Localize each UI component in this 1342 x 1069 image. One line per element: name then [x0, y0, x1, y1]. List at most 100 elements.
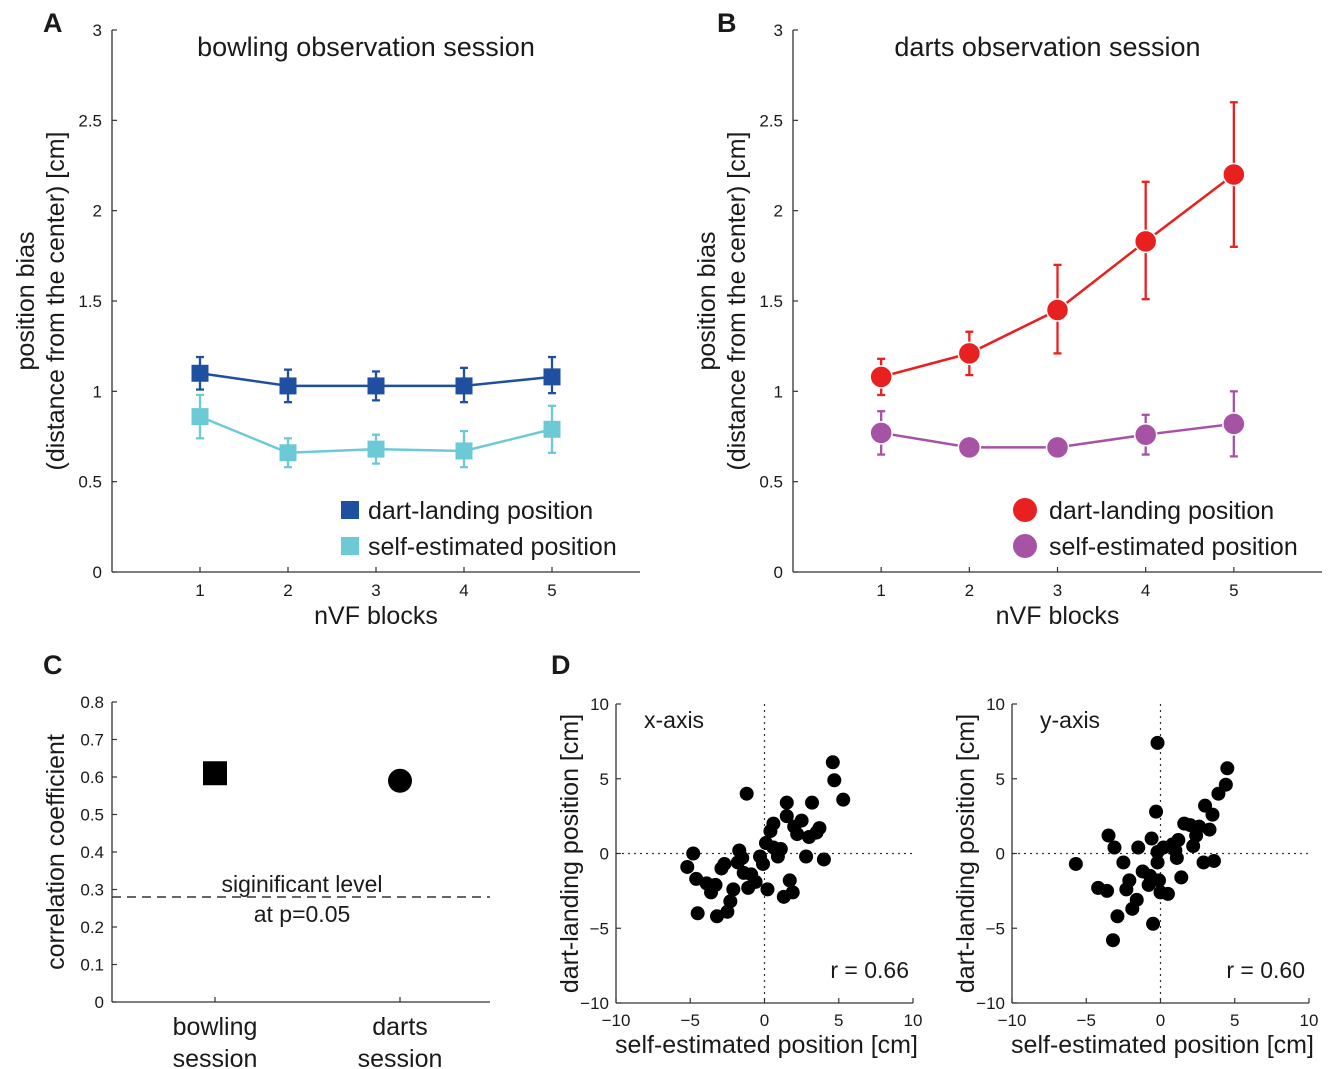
- data-point: [825, 755, 840, 770]
- y-tick-label: 0: [95, 993, 104, 1012]
- data-point: [455, 377, 473, 395]
- y-tick-label: 10: [986, 695, 1005, 714]
- data-point: [203, 761, 227, 786]
- data-point: [1206, 853, 1221, 868]
- legend-label: self-estimated position: [1049, 533, 1298, 561]
- y-axis-label-line-1: position bias: [12, 232, 40, 371]
- y-tick-label: 5: [600, 770, 609, 789]
- data-point: [1100, 883, 1115, 898]
- legend-marker: [1013, 534, 1037, 558]
- y-tick-label: 1.5: [759, 292, 783, 311]
- data-point: [1152, 873, 1167, 888]
- data-point: [1122, 873, 1137, 888]
- data-point: [1150, 735, 1165, 750]
- data-point: [1105, 933, 1120, 948]
- legend-label: dart-landing position: [1049, 497, 1274, 525]
- y-tick-label: −5: [986, 919, 1005, 938]
- threshold-label-line-2: at p=0.05: [254, 901, 351, 927]
- y-axis-label: dart-landing position [cm]: [556, 714, 584, 993]
- data-point: [805, 795, 820, 810]
- data-point: [790, 827, 805, 842]
- chart-title: bowling observation session: [197, 32, 535, 62]
- correlation-annotation: r = 0.60: [1226, 957, 1305, 983]
- data-point: [957, 341, 982, 366]
- y-tick-label: 0.1: [80, 956, 104, 975]
- panel-letter-c: C: [43, 650, 63, 680]
- y-tick-label: −10: [976, 994, 1005, 1013]
- data-point: [1129, 892, 1144, 907]
- x-tick-label: 1: [195, 581, 204, 600]
- data-point: [367, 440, 385, 458]
- data-point: [1149, 804, 1164, 819]
- x-tick-label: −10: [602, 1011, 631, 1030]
- chart-title: y-axis: [1040, 707, 1100, 733]
- data-point: [708, 877, 723, 892]
- y-tick-label: 0.8: [80, 693, 104, 712]
- y-tick-label: 3: [774, 21, 783, 40]
- data-point: [779, 809, 794, 824]
- x-category-label-line-2: session: [358, 1045, 443, 1069]
- data-point: [816, 852, 831, 867]
- data-point: [756, 856, 771, 871]
- data-point: [543, 368, 561, 386]
- correlation-annotation: r = 0.66: [830, 957, 909, 983]
- x-tick-label: 4: [459, 581, 468, 600]
- y-tick-label: 0.7: [80, 731, 104, 750]
- data-point: [1220, 761, 1235, 776]
- y-tick-label: 0.4: [80, 843, 104, 862]
- threshold-label-line-1: siginificant level: [221, 871, 382, 897]
- data-point: [726, 882, 741, 897]
- panel-letter-a: A: [43, 8, 63, 38]
- x-tick-label: 5: [834, 1011, 843, 1030]
- data-point: [785, 885, 800, 900]
- y-axis-label-line-2: (distance from the center) [cm]: [42, 131, 70, 470]
- data-point: [1045, 298, 1070, 322]
- data-point: [388, 768, 412, 793]
- x-tick-label: 3: [1053, 581, 1062, 600]
- data-point: [191, 364, 209, 382]
- x-tick-label: 10: [1300, 1011, 1319, 1030]
- x-axis-label: self-estimated position [cm]: [615, 1031, 918, 1059]
- x-axis-label: nVF blocks: [996, 602, 1120, 630]
- y-tick-label: −10: [580, 994, 609, 1013]
- y-tick-label: 1: [93, 382, 102, 401]
- x-tick-label: 5: [1230, 1011, 1239, 1030]
- data-point: [760, 882, 775, 897]
- data-point: [455, 442, 473, 460]
- x-tick-label: 2: [283, 581, 292, 600]
- panel-a: 0 0.5 1 1.5 2 2.5 3 1 2 3 4 5 nVF blocks position bia…: [12, 21, 640, 630]
- data-point: [1144, 831, 1159, 846]
- y-tick-label: 2: [774, 202, 783, 221]
- y-tick-label: 0: [600, 845, 609, 864]
- data-point: [1150, 855, 1165, 870]
- data-point: [717, 856, 732, 871]
- panel-c: 0 0.1 0.2 0.3 0.4 0.5 0.6 0.7 0.8 bowling session d…: [42, 693, 490, 1069]
- data-point: [827, 773, 842, 788]
- data-point: [1169, 850, 1184, 865]
- panel-letter-b: B: [717, 8, 737, 38]
- data-point: [1107, 840, 1122, 855]
- y-axis-label: dart-landing position [cm]: [952, 714, 980, 993]
- y-tick-label: 2: [93, 202, 102, 221]
- x-tick-label: 4: [1141, 581, 1150, 600]
- x-tick-label: −5: [1077, 1011, 1096, 1030]
- panel-b: 0 0.5 1 1.5 2 2.5 3 1 2 3 4 5 nVF blocks position bia…: [693, 21, 1322, 630]
- data-point: [723, 894, 738, 909]
- y-tick-label: 2.5: [78, 111, 102, 130]
- data-point: [1146, 916, 1161, 931]
- data-point: [1045, 435, 1070, 460]
- y-tick-label: 0.2: [80, 918, 104, 937]
- x-tick-label: −10: [998, 1011, 1027, 1030]
- data-point: [1205, 807, 1220, 822]
- data-point: [836, 792, 851, 807]
- data-point: [1131, 840, 1146, 855]
- x-axis-label: nVF blocks: [314, 602, 438, 630]
- data-point: [1222, 412, 1246, 436]
- x-tick-label: 5: [547, 581, 556, 600]
- data-point: [1160, 886, 1175, 901]
- data-point: [782, 873, 797, 888]
- legend-marker: [341, 501, 359, 519]
- y-tick-label: 0.5: [78, 473, 102, 492]
